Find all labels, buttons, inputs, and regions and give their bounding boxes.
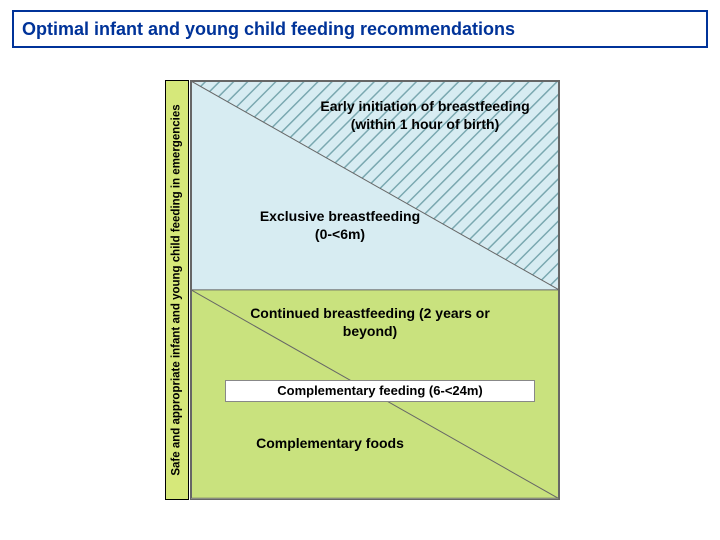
label-complementary-foods: Complementary foods xyxy=(245,435,415,453)
label-continued-bf: Continued breastfeeding (2 years or beyo… xyxy=(240,305,500,340)
page-title: Optimal infant and young child feeding r… xyxy=(22,19,515,40)
feeding-diagram: Early initiation of breastfeeding (withi… xyxy=(190,80,560,500)
vertical-axis-label: Safe and appropriate infant and young ch… xyxy=(171,104,183,475)
label-complementary-feeding: Complementary feeding (6-<24m) xyxy=(225,380,535,402)
page-title-bar: Optimal infant and young child feeding r… xyxy=(12,10,708,48)
label-exclusive-bf: Exclusive breastfeeding (0-<6m) xyxy=(250,208,430,243)
vertical-axis-label-box: Safe and appropriate infant and young ch… xyxy=(165,80,189,500)
label-early-initiation: Early initiation of breastfeeding (withi… xyxy=(320,98,530,133)
